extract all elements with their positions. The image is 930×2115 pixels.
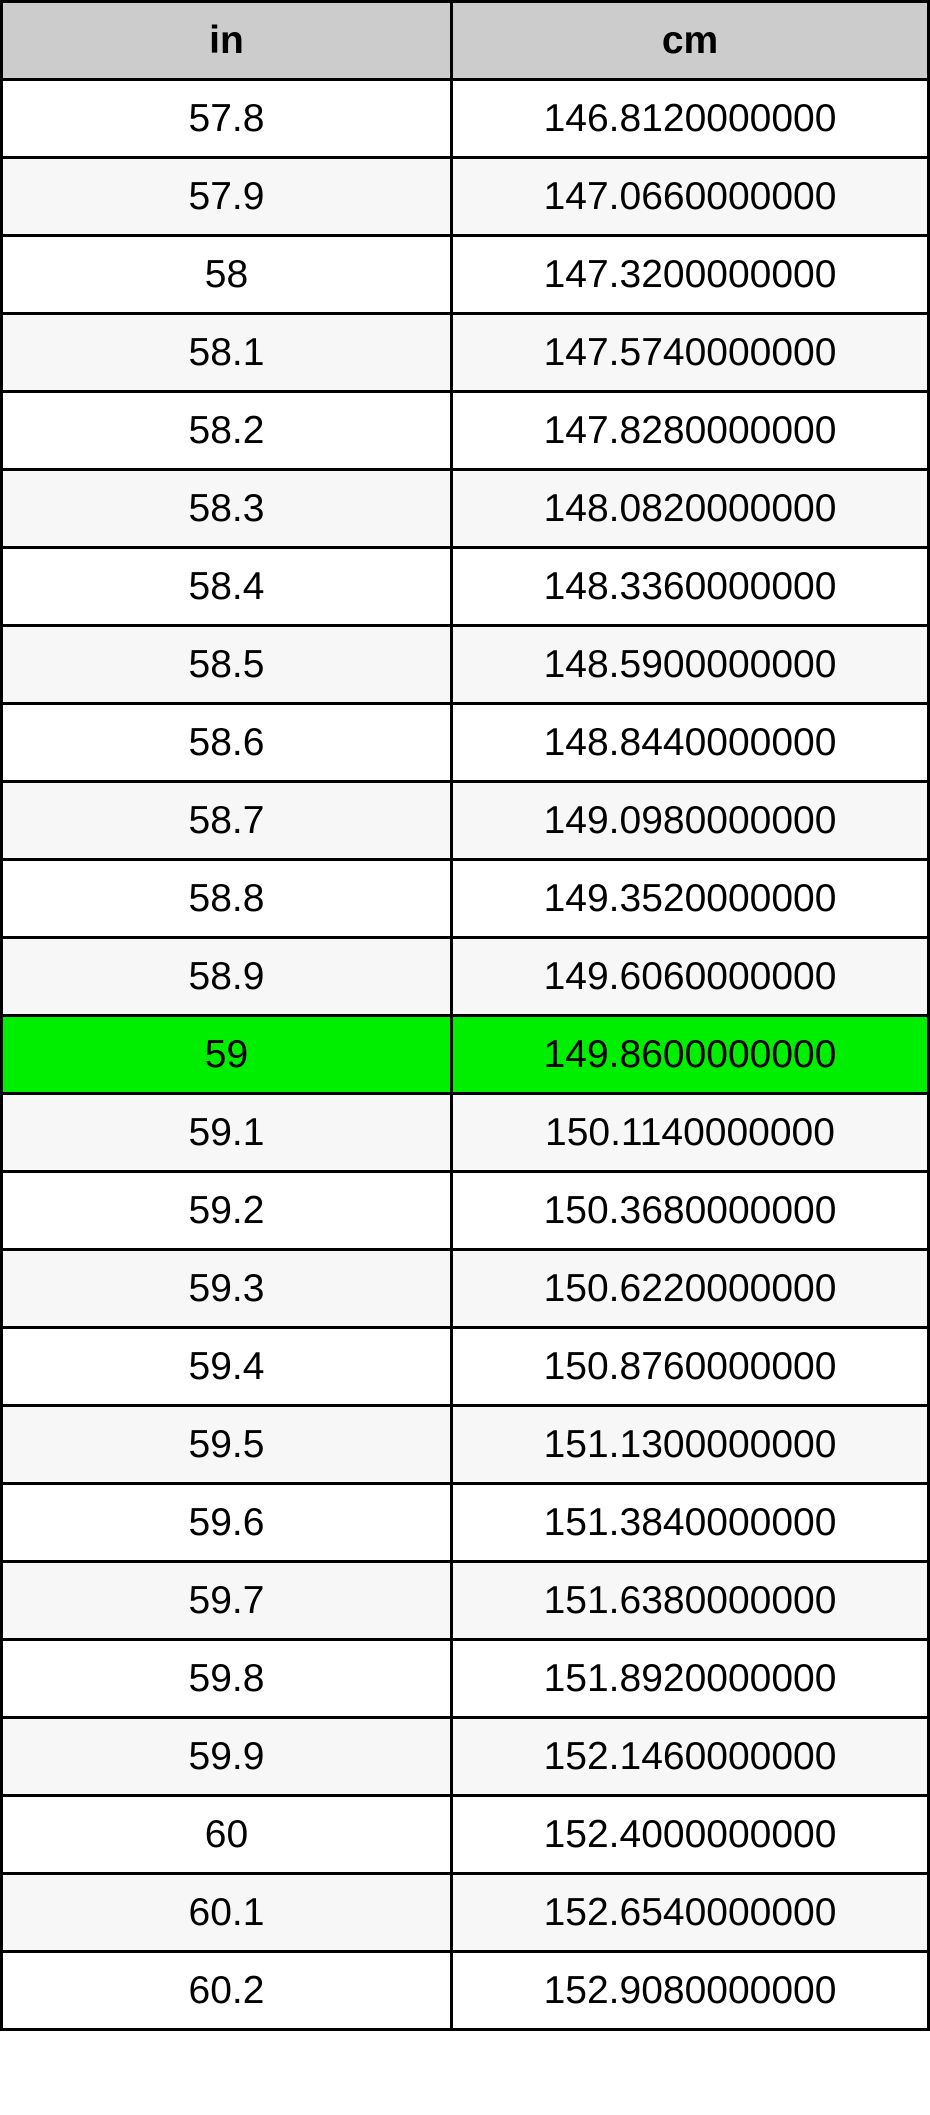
in-cell: 58.2 (0, 390, 453, 471)
cm-cell: 151.8920000000 (450, 1638, 930, 1719)
table-row: 58.5 148.5900000000 (0, 624, 930, 705)
table-row: 59.9 152.1460000000 (0, 1716, 930, 1797)
cm-cell: 149.8600000000 (450, 1014, 930, 1095)
in-cell: 58.5 (0, 624, 453, 705)
table-row: 58.8 149.3520000000 (0, 858, 930, 939)
table-row: 58.6 148.8440000000 (0, 702, 930, 783)
cm-cell: 148.5900000000 (450, 624, 930, 705)
in-cell: 59.3 (0, 1248, 453, 1329)
cm-cell: 152.1460000000 (450, 1716, 930, 1797)
table-row: 60.1 152.6540000000 (0, 1872, 930, 1953)
table-row: 58 147.3200000000 (0, 234, 930, 315)
in-cell: 59.2 (0, 1170, 453, 1251)
table-row: 59.5 151.1300000000 (0, 1404, 930, 1485)
in-cell: 59.5 (0, 1404, 453, 1485)
cm-cell: 148.3360000000 (450, 546, 930, 627)
table-row: 59.3 150.6220000000 (0, 1248, 930, 1329)
cm-cell: 151.1300000000 (450, 1404, 930, 1485)
table-row: 58.9 149.6060000000 (0, 936, 930, 1017)
header-row: in cm (0, 0, 930, 81)
in-cell: 58 (0, 234, 453, 315)
table-row: 58.1 147.5740000000 (0, 312, 930, 393)
table-row: 59.6 151.3840000000 (0, 1482, 930, 1563)
in-cell: 58.4 (0, 546, 453, 627)
cm-cell: 150.3680000000 (450, 1170, 930, 1251)
cm-cell: 149.6060000000 (450, 936, 930, 1017)
in-cell: 58.9 (0, 936, 453, 1017)
cm-cell: 147.5740000000 (450, 312, 930, 393)
header-cm: cm (450, 0, 930, 81)
table-row: 60 152.4000000000 (0, 1794, 930, 1875)
in-cell: 59.7 (0, 1560, 453, 1641)
in-cell: 59.4 (0, 1326, 453, 1407)
cm-cell: 146.8120000000 (450, 78, 930, 159)
in-cell: 59 (0, 1014, 453, 1095)
cm-cell: 150.6220000000 (450, 1248, 930, 1329)
table-row: 59 149.8600000000 (0, 1014, 930, 1095)
cm-cell: 147.8280000000 (450, 390, 930, 471)
table-row: 58.3 148.0820000000 (0, 468, 930, 549)
cm-cell: 148.0820000000 (450, 468, 930, 549)
cm-cell: 150.1140000000 (450, 1092, 930, 1173)
in-cell: 58.7 (0, 780, 453, 861)
table-row: 59.4 150.8760000000 (0, 1326, 930, 1407)
in-cell: 58.3 (0, 468, 453, 549)
table-row: 57.8 146.8120000000 (0, 78, 930, 159)
in-cell: 60.2 (0, 1950, 453, 2031)
table-row: 58.4 148.3360000000 (0, 546, 930, 627)
cm-cell: 152.6540000000 (450, 1872, 930, 1953)
table-row: 58.2 147.8280000000 (0, 390, 930, 471)
in-cell: 58.1 (0, 312, 453, 393)
cm-cell: 151.3840000000 (450, 1482, 930, 1563)
table-row: 60.2 152.9080000000 (0, 1950, 930, 2031)
table-row: 58.7 149.0980000000 (0, 780, 930, 861)
in-cell: 58.6 (0, 702, 453, 783)
cm-cell: 149.3520000000 (450, 858, 930, 939)
table-row: 59.7 151.6380000000 (0, 1560, 930, 1641)
table-row: 59.1 150.1140000000 (0, 1092, 930, 1173)
cm-cell: 152.9080000000 (450, 1950, 930, 2031)
in-cell: 58.8 (0, 858, 453, 939)
table-row: 59.2 150.3680000000 (0, 1170, 930, 1251)
in-cell: 59.1 (0, 1092, 453, 1173)
cm-cell: 151.6380000000 (450, 1560, 930, 1641)
cm-cell: 148.8440000000 (450, 702, 930, 783)
in-cell: 57.8 (0, 78, 453, 159)
in-cell: 59.6 (0, 1482, 453, 1563)
table-row: 57.9 147.0660000000 (0, 156, 930, 237)
table-row: 59.8 151.8920000000 (0, 1638, 930, 1719)
in-cell: 60 (0, 1794, 453, 1875)
conversion-table: in cm 57.8 146.8120000000 57.9 147.06600000… (0, 0, 930, 2031)
in-cell: 57.9 (0, 156, 453, 237)
cm-cell: 152.4000000000 (450, 1794, 930, 1875)
header-in: in (0, 0, 453, 81)
cm-cell: 149.0980000000 (450, 780, 930, 861)
cm-cell: 147.0660000000 (450, 156, 930, 237)
cm-cell: 150.8760000000 (450, 1326, 930, 1407)
in-cell: 60.1 (0, 1872, 453, 1953)
in-cell: 59.8 (0, 1638, 453, 1719)
in-cell: 59.9 (0, 1716, 453, 1797)
cm-cell: 147.3200000000 (450, 234, 930, 315)
